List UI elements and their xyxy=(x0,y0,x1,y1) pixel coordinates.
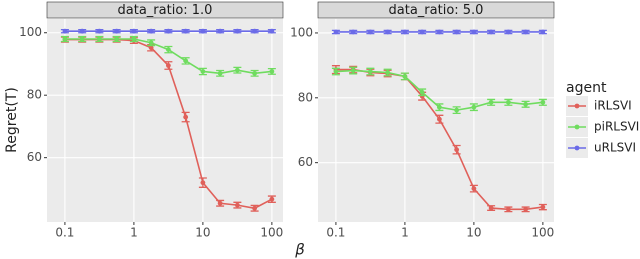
data-point xyxy=(350,29,356,35)
data-point xyxy=(269,196,275,202)
legend-title: agent xyxy=(566,80,607,96)
data-point xyxy=(269,28,275,34)
data-point xyxy=(350,68,356,73)
legend-label: piRLSVI xyxy=(594,120,639,134)
data-point xyxy=(505,29,511,35)
data-point xyxy=(454,147,460,153)
legend-dot xyxy=(574,145,580,151)
data-point xyxy=(385,29,391,35)
data-point xyxy=(471,186,477,191)
data-point xyxy=(200,28,206,34)
y-tick-label: 100 xyxy=(19,25,42,39)
y-axis-label: Regret(T) xyxy=(4,87,20,153)
data-point xyxy=(114,28,120,34)
data-point xyxy=(165,28,171,34)
data-point xyxy=(402,73,408,79)
data-point xyxy=(454,29,460,35)
panel-background xyxy=(47,19,283,222)
data-point xyxy=(62,28,68,34)
data-point xyxy=(79,28,85,34)
data-point xyxy=(217,200,223,206)
legend-label: uRLSVI xyxy=(594,141,636,155)
x-tick-label: 100 xyxy=(260,226,283,240)
legend-dot xyxy=(574,124,580,130)
data-point xyxy=(165,47,171,53)
data-point xyxy=(454,107,460,113)
data-point xyxy=(96,36,102,42)
data-point xyxy=(252,28,258,34)
strip xyxy=(317,1,555,19)
x-axis-label: β xyxy=(294,241,305,259)
data-point xyxy=(523,101,529,107)
legend-label: iRLSVI xyxy=(594,99,632,113)
strip-label: data_ratio: 1.0 xyxy=(118,3,213,18)
data-point xyxy=(200,180,206,186)
data-point xyxy=(436,116,442,122)
y-tick-label: 80 xyxy=(27,88,42,102)
data-point xyxy=(402,29,408,35)
x-tick-label: 1 xyxy=(401,226,409,240)
data-point xyxy=(148,45,154,51)
data-point xyxy=(523,29,529,35)
strip xyxy=(46,1,284,19)
data-point xyxy=(367,69,373,74)
y-tick-label: 60 xyxy=(27,150,42,164)
x-tick-label: 0.1 xyxy=(55,226,74,240)
data-point xyxy=(252,205,258,211)
data-point xyxy=(471,104,477,110)
data-point xyxy=(540,99,546,105)
data-point xyxy=(200,69,206,74)
legend-dot xyxy=(574,103,580,109)
data-point xyxy=(114,36,120,42)
x-tick-label: 10 xyxy=(195,226,210,240)
data-point xyxy=(183,58,189,64)
data-point xyxy=(488,99,494,105)
data-point xyxy=(488,29,494,35)
data-point xyxy=(505,99,511,105)
data-point xyxy=(79,36,85,42)
data-point xyxy=(148,40,154,46)
data-point xyxy=(385,70,391,75)
strip-label: data_ratio: 5.0 xyxy=(389,3,484,18)
data-point xyxy=(62,36,68,42)
data-point xyxy=(505,206,511,212)
data-point xyxy=(131,36,137,42)
data-point xyxy=(183,114,189,120)
data-point xyxy=(96,28,102,34)
data-point xyxy=(165,63,171,68)
data-point xyxy=(436,29,442,35)
x-tick-label: 0.1 xyxy=(326,226,345,240)
data-point xyxy=(217,70,223,76)
y-tick-label: 80 xyxy=(298,90,313,104)
x-tick-label: 1 xyxy=(130,226,138,240)
data-point xyxy=(367,29,373,35)
data-point xyxy=(269,69,275,74)
y-tick-label: 60 xyxy=(298,155,313,169)
data-point xyxy=(131,28,137,34)
data-point xyxy=(234,28,240,34)
data-point xyxy=(436,104,442,110)
data-point xyxy=(333,69,339,74)
panel-background xyxy=(318,19,554,222)
data-point xyxy=(217,28,223,34)
data-point xyxy=(234,202,240,208)
data-point xyxy=(419,29,425,35)
data-point xyxy=(471,29,477,35)
data-point xyxy=(419,89,425,95)
y-tick-label: 100 xyxy=(290,25,313,39)
data-point xyxy=(234,67,240,73)
data-point xyxy=(540,204,546,210)
x-tick-label: 10 xyxy=(466,226,481,240)
data-point xyxy=(488,205,494,211)
data-point xyxy=(252,70,258,76)
data-point xyxy=(333,29,339,35)
data-point xyxy=(183,28,189,34)
data-point xyxy=(148,28,154,34)
x-tick-label: 100 xyxy=(531,226,554,240)
data-point xyxy=(523,206,529,212)
data-point xyxy=(540,29,546,35)
